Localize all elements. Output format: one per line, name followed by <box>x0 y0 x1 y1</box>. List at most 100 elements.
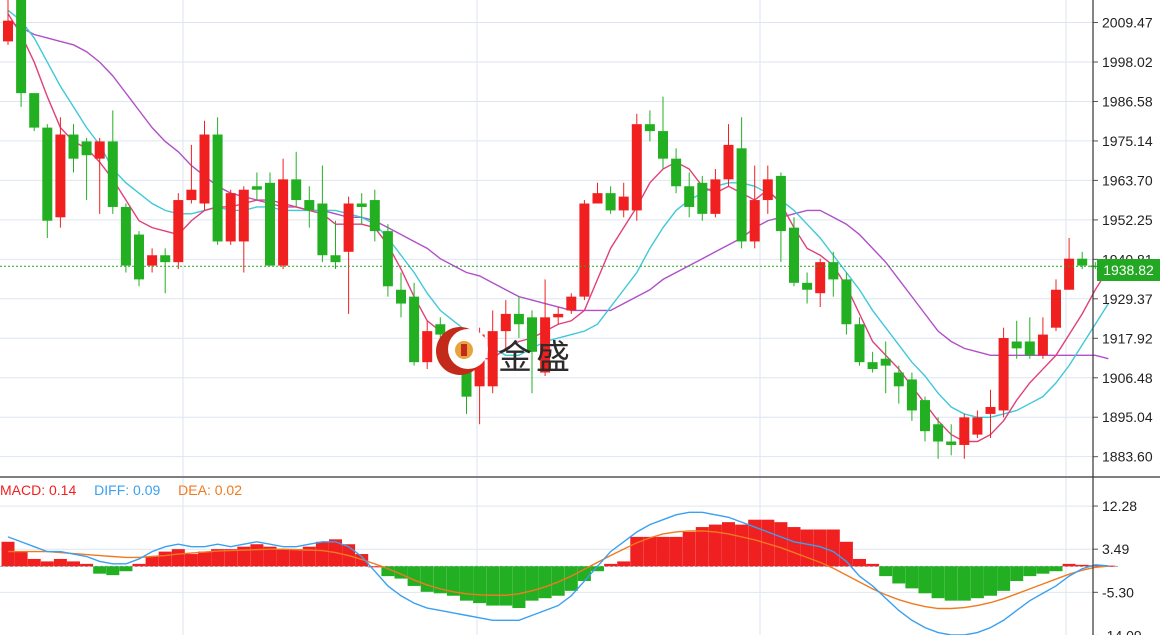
candle-down <box>369 189 380 242</box>
candle-body <box>278 179 289 266</box>
macd-bar-positive <box>1088 565 1102 567</box>
candle-body <box>906 379 917 411</box>
macd-bar-negative <box>433 566 447 594</box>
candle-body <box>1064 258 1075 290</box>
candle-body <box>81 141 92 156</box>
candle-body <box>1037 334 1048 356</box>
candle-body <box>605 193 616 211</box>
candle-up <box>972 410 983 439</box>
candle-body <box>802 282 813 290</box>
candle-body <box>749 200 760 242</box>
candle-up <box>985 389 996 439</box>
macd-bar-negative <box>525 566 539 601</box>
macd-bar-positive <box>813 529 827 567</box>
candle-down <box>356 193 367 225</box>
candle-up <box>592 182 603 204</box>
candle-body <box>972 417 983 435</box>
candle-body <box>68 134 79 159</box>
candle-body <box>828 262 839 280</box>
price-tick-label: 1975.14 <box>1102 133 1153 149</box>
macd-bar-positive <box>67 561 80 567</box>
candle-down <box>933 417 944 459</box>
macd-bar-positive <box>695 527 709 567</box>
candle-down <box>605 186 616 214</box>
macd-bar-positive <box>1 541 15 567</box>
candle-down <box>697 175 708 221</box>
candle-body <box>513 313 524 325</box>
candle-body <box>382 231 393 287</box>
candle-up <box>553 306 564 325</box>
candle-body <box>579 203 590 297</box>
candle-up <box>278 158 289 270</box>
watermark-text: 金盛 <box>498 338 574 378</box>
candle-down <box>160 248 171 294</box>
macd-bar-negative <box>446 566 460 596</box>
candle-up <box>173 193 184 270</box>
macd-bar-positive <box>158 551 172 567</box>
candle-body <box>435 324 446 335</box>
candle-body <box>854 324 865 363</box>
candle-body <box>55 134 66 218</box>
candle-down <box>29 93 40 132</box>
macd-bar-positive <box>839 541 853 567</box>
candle-body <box>775 175 786 232</box>
macd-bar-negative <box>931 566 945 599</box>
candle-body <box>880 358 891 366</box>
candle-body <box>212 134 223 242</box>
candle-down <box>396 272 406 318</box>
candle-body <box>684 186 695 207</box>
candle-down <box>736 117 747 249</box>
candle-body <box>487 331 498 387</box>
candle-up <box>199 120 210 211</box>
macd-layer <box>0 511 1120 635</box>
candle-body <box>658 131 668 159</box>
macd-bar-negative <box>591 566 604 572</box>
candle-up <box>343 196 354 314</box>
macd-bar-negative <box>1036 566 1050 574</box>
macd-bar-positive <box>866 563 880 567</box>
macd-bar-negative <box>460 566 473 601</box>
macd-bar-positive <box>656 536 670 567</box>
macd-bar-negative <box>970 566 984 599</box>
macd-bar-negative <box>473 566 487 604</box>
candle-down <box>893 365 904 404</box>
candle-down <box>435 317 446 339</box>
macd-bar-negative <box>381 566 395 577</box>
candle-up <box>1064 238 1075 290</box>
candle-up <box>815 258 826 307</box>
macd-bar-negative <box>119 566 133 572</box>
macd-bar-positive <box>198 551 211 567</box>
macd-bar-positive <box>800 529 814 567</box>
macd-bar-positive <box>145 556 159 567</box>
candle-down <box>1077 251 1088 270</box>
price-tick-label: 1986.58 <box>1102 93 1153 109</box>
diff-line <box>7 511 1109 635</box>
ma-line-mid <box>7 9 1109 419</box>
grid-layer <box>0 0 1093 635</box>
candle-body <box>815 262 826 294</box>
macd-bar-negative <box>997 566 1011 591</box>
candle-down <box>527 310 537 394</box>
candle-down <box>16 0 27 107</box>
candle-body <box>317 203 328 256</box>
macd-bar-positive <box>748 519 762 567</box>
macd-bar-negative <box>106 566 120 576</box>
candle-down <box>658 96 668 170</box>
price-tick-label: 1998.02 <box>1102 54 1153 70</box>
candle-body <box>867 362 878 370</box>
candle-body <box>3 20 13 42</box>
candle-down <box>212 117 223 245</box>
macd-bar-negative <box>564 566 578 591</box>
candle-body <box>566 296 577 311</box>
candle-down <box>68 124 79 173</box>
macd-bar-positive <box>774 522 788 567</box>
candle-body <box>710 179 721 214</box>
candle-up <box>566 293 577 314</box>
macd-legend-diff: DIFF: 0.09 <box>94 482 161 498</box>
candle-body <box>265 182 275 266</box>
candle-down <box>409 282 420 366</box>
macd-tick-label: -5.30 <box>1102 584 1134 600</box>
candle-up <box>710 169 721 218</box>
candle-body <box>841 279 852 325</box>
